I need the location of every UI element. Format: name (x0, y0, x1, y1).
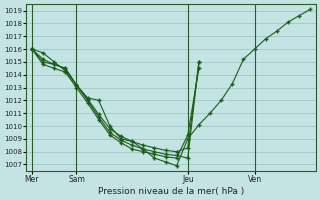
X-axis label: Pression niveau de la mer( hPa ): Pression niveau de la mer( hPa ) (98, 187, 244, 196)
